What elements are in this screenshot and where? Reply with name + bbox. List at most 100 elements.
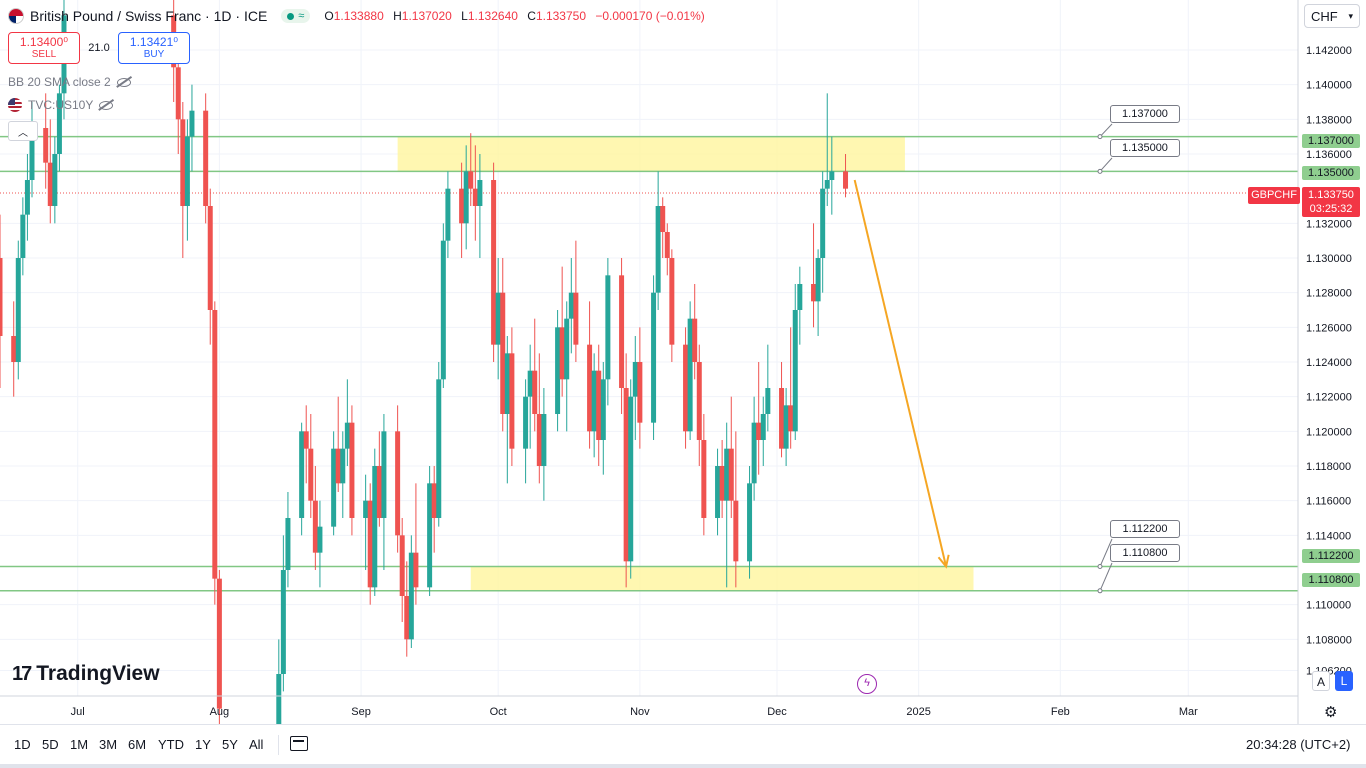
settings-gear-icon[interactable]: ⚙ xyxy=(1324,704,1338,721)
indicator-us10y-row[interactable]: TVC:US10Y xyxy=(8,98,114,112)
symbol-title[interactable]: British Pound / Swiss Franc · 1D · ICE xyxy=(30,8,268,24)
indicator-bb-label: BB 20 SMA close 2 xyxy=(8,75,111,89)
collapse-legend-button[interactable]: ︿ xyxy=(8,121,38,141)
candle-body xyxy=(303,431,309,449)
callout-connector-3 xyxy=(1099,538,1113,567)
clock-readout[interactable]: 20:34:28 (UTC+2) xyxy=(1246,737,1351,752)
price-chart[interactable]: 1.142000 1.140000 1.138000 1.136000 1.132000… xyxy=(0,0,1366,724)
candle-body xyxy=(509,353,515,449)
candle-body xyxy=(43,128,49,163)
timeframe-5y[interactable]: 5Y xyxy=(222,737,238,752)
candle-body xyxy=(596,370,602,440)
candle-body xyxy=(843,171,849,189)
level-callout-3[interactable]: 1.112200 xyxy=(1110,520,1180,538)
candle-body xyxy=(189,110,195,137)
calendar-range-icon[interactable] xyxy=(290,736,308,751)
timeframe-5d[interactable]: 5D xyxy=(42,737,59,752)
candle-body xyxy=(600,379,606,440)
lightning-icon[interactable]: ϟ xyxy=(857,674,877,694)
candle-body xyxy=(660,206,666,232)
timeframe-6m[interactable]: 6M xyxy=(128,737,147,752)
currency-dropdown[interactable]: CHF ▾ xyxy=(1304,4,1360,28)
candle-body xyxy=(376,466,382,518)
candle-body xyxy=(568,292,574,319)
candle-body xyxy=(20,214,26,258)
candle-body xyxy=(47,162,53,206)
candle-body xyxy=(367,500,373,588)
timeframe-1m[interactable]: 1M xyxy=(70,737,89,752)
candle-body xyxy=(276,674,282,724)
candle-body xyxy=(637,362,643,423)
time-tick-label: Dec xyxy=(767,706,787,718)
price-tick-label: 1.142000 xyxy=(1306,45,1352,57)
candle-body xyxy=(541,414,547,466)
timeframe-all[interactable]: All xyxy=(249,737,264,752)
market-status-badge[interactable]: ≈ xyxy=(281,9,311,23)
candle-body xyxy=(468,171,474,189)
candle-body xyxy=(404,596,410,640)
timeframe-ytd[interactable]: YTD xyxy=(158,737,184,752)
candle-body xyxy=(349,422,355,518)
high-label: H xyxy=(393,9,402,23)
level-tag-2: 1.135000 xyxy=(1302,166,1360,180)
tradingview-logo[interactable]: 17 TradingView xyxy=(12,662,160,686)
candle-body xyxy=(751,422,757,484)
candle-body xyxy=(29,128,35,180)
candle-body xyxy=(280,570,286,674)
candle-body xyxy=(692,318,698,362)
level-callout-1[interactable]: 1.137000 xyxy=(1110,105,1180,123)
candle-body xyxy=(664,232,670,258)
level-callout-4[interactable]: 1.110800 xyxy=(1110,544,1180,562)
indicator-bb-row[interactable]: BB 20 SMA close 2 xyxy=(8,75,131,89)
candle-body xyxy=(651,292,657,423)
sell-label: SELL xyxy=(31,49,57,60)
candle-body xyxy=(628,396,634,562)
time-tick-label: Feb xyxy=(1051,706,1070,718)
tradingview-mark-icon: 17 xyxy=(12,662,32,685)
change-value: −0.000170 (−0.01%) xyxy=(595,9,705,23)
timeframe-1y[interactable]: 1Y xyxy=(195,737,211,752)
time-axis-labels: Jul Aug Sep Oct Nov Dec 2025 Feb Mar xyxy=(71,706,1198,718)
callout-anchor-2 xyxy=(1097,168,1103,174)
grid-lines xyxy=(0,0,1298,696)
buy-price: 1.13421⁰ xyxy=(129,35,179,49)
level-tag-4: 1.110800 xyxy=(1302,573,1360,587)
candle-body xyxy=(436,379,442,518)
price-tick-label: 1.122000 xyxy=(1306,392,1352,404)
level-tag-3: 1.112200 xyxy=(1302,549,1360,563)
sell-price: 1.13400⁰ xyxy=(19,35,69,49)
callout-connector-1 xyxy=(1099,123,1113,138)
time-tick-label: 2025 xyxy=(906,706,930,718)
candle-body xyxy=(440,240,446,380)
eye-hidden-icon[interactable] xyxy=(116,77,131,87)
candle-body xyxy=(399,535,405,596)
callout-connector-4 xyxy=(1099,562,1113,591)
candle-body xyxy=(52,154,58,206)
chart-header: British Pound / Swiss Franc · 1D · ICE ≈… xyxy=(8,6,711,26)
timeframe-3m[interactable]: 3M xyxy=(99,737,118,752)
price-axis-labels: 1.142000 1.140000 1.138000 1.136000 1.132000… xyxy=(1306,45,1352,678)
candle-body xyxy=(623,388,629,562)
price-tick-label: 1.140000 xyxy=(1306,80,1352,92)
currency-label: CHF xyxy=(1311,8,1338,24)
candle-body xyxy=(696,362,702,440)
time-tick-label: Sep xyxy=(351,706,371,718)
candle-body xyxy=(381,431,387,518)
eye-hidden-icon[interactable] xyxy=(99,100,114,110)
price-tick-label: 1.126000 xyxy=(1306,322,1352,334)
candle-body xyxy=(0,258,3,336)
auto-scale-button[interactable]: A xyxy=(1312,671,1330,691)
candle-body xyxy=(829,171,835,180)
time-tick-label: Nov xyxy=(630,706,650,718)
sell-button[interactable]: 1.13400⁰ SELL xyxy=(8,32,80,64)
gbp-chf-flag-icon xyxy=(8,8,24,24)
buy-button[interactable]: 1.13421⁰ BUY xyxy=(118,32,190,64)
level-callout-2[interactable]: 1.135000 xyxy=(1110,139,1180,157)
callout-connector-2 xyxy=(1099,157,1113,172)
candle-body xyxy=(765,388,771,414)
price-tick-label: 1.128000 xyxy=(1306,288,1352,300)
log-scale-button[interactable]: L xyxy=(1335,671,1353,691)
candle-body xyxy=(788,405,794,432)
timeframe-1d[interactable]: 1D xyxy=(14,737,31,752)
current-price-value: 1.133750 xyxy=(1308,189,1354,201)
